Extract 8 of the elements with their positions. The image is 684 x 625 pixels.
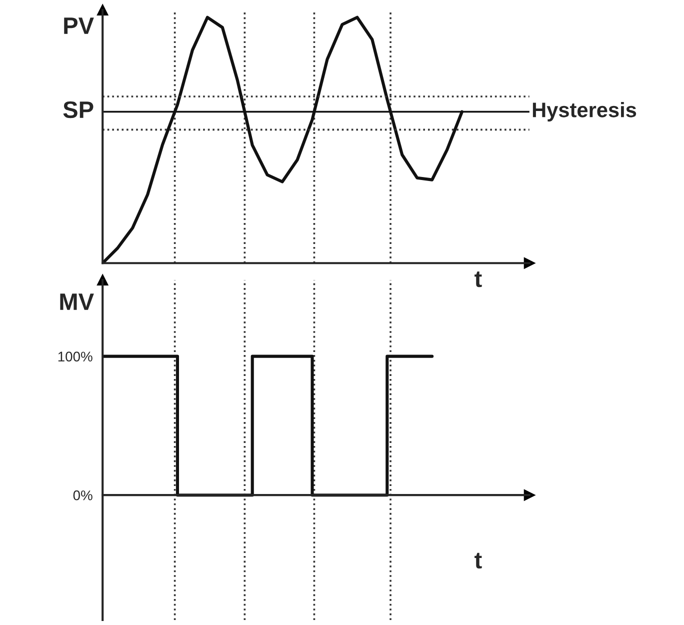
x-axis-title: t: [474, 272, 482, 288]
y-axis-title: MV: [60, 294, 94, 310]
y-tick-label: 100%: [58, 352, 92, 362]
ref-line-label: SP: [63, 101, 94, 118]
y-tick-label: 0%: [73, 490, 92, 500]
text: Hysteresis: [532, 102, 636, 122]
x-axis-title: t: [474, 552, 482, 569]
y-axis-title: PV: [64, 18, 94, 34]
